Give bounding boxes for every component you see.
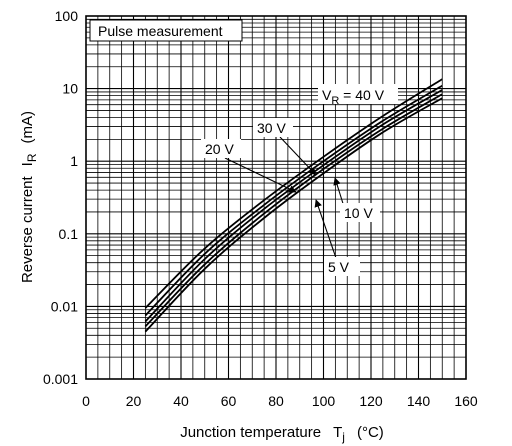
x-tick-label: 80 [268,393,284,409]
x-axis-label-unit: (°C) [357,424,384,441]
label-vr40-sub: R [331,95,339,107]
y-tick-label: 1 [70,153,78,169]
x-tick-label: 40 [173,393,189,409]
label-vr40-rest: = 40 V [339,87,384,103]
plot-frame [85,15,467,380]
series-line-40v [144,78,443,309]
y-axis-label-sub: R [25,153,39,162]
x-axis-label: Junction temperature Tj (°C) [180,424,384,444]
series-line-30v [144,84,443,317]
y-tick-label: 10 [62,81,78,97]
y-axis-label: Reverse current IR (mA) [19,111,39,283]
label-box-20v [201,139,241,158]
label-10v: 10 V [344,205,373,221]
label-vr40: VR = 40 V [322,87,385,107]
leader-5v [314,199,337,259]
title-box [89,19,243,42]
x-tick-label: 140 [407,393,431,409]
x-tick-labels: 0 20 40 60 80 100 120 140 160 [82,393,478,409]
label-box-10v [340,203,380,222]
y-tick-label: 100 [55,8,79,24]
x-tick-label: 0 [82,393,90,409]
label-box-vr40 [318,84,398,104]
y-axis-label-main: Reverse current [19,175,36,283]
y-tick-label: 0.1 [59,226,79,242]
y-tick-label: 0.001 [43,371,78,387]
x-tick-label: 120 [359,393,383,409]
x-tick-label: 160 [454,393,478,409]
series-line-5v [144,97,443,333]
x-tick-label: 100 [312,393,336,409]
y-tick-label: 0.01 [51,298,78,314]
x-tick-label: 20 [126,393,142,409]
label-box-30v [253,118,293,137]
series-line-10v [144,93,443,328]
series-curves [144,78,443,333]
y-axis-label-symbol: I [19,162,36,166]
x-axis-label-symbol: T [333,424,342,441]
y-axis-label-unit: (mA) [19,111,36,144]
leader-30v [279,136,317,176]
grid-lines [86,16,466,379]
label-box-5v [324,257,360,276]
chart-title: Pulse measurement [98,23,223,39]
leader-20v [224,157,297,193]
y-tick-labels: 0.001 0.01 0.1 1 10 100 [43,8,78,387]
x-tick-label: 60 [221,393,237,409]
label-vr40-v: V [322,87,332,103]
label-30v: 30 V [257,120,286,136]
series-line-20v [144,89,443,323]
x-axis-label-sub: j [341,430,345,444]
label-5v: 5 V [328,259,350,275]
x-axis-label-main: Junction temperature [180,424,321,441]
label-20v: 20 V [205,141,234,157]
